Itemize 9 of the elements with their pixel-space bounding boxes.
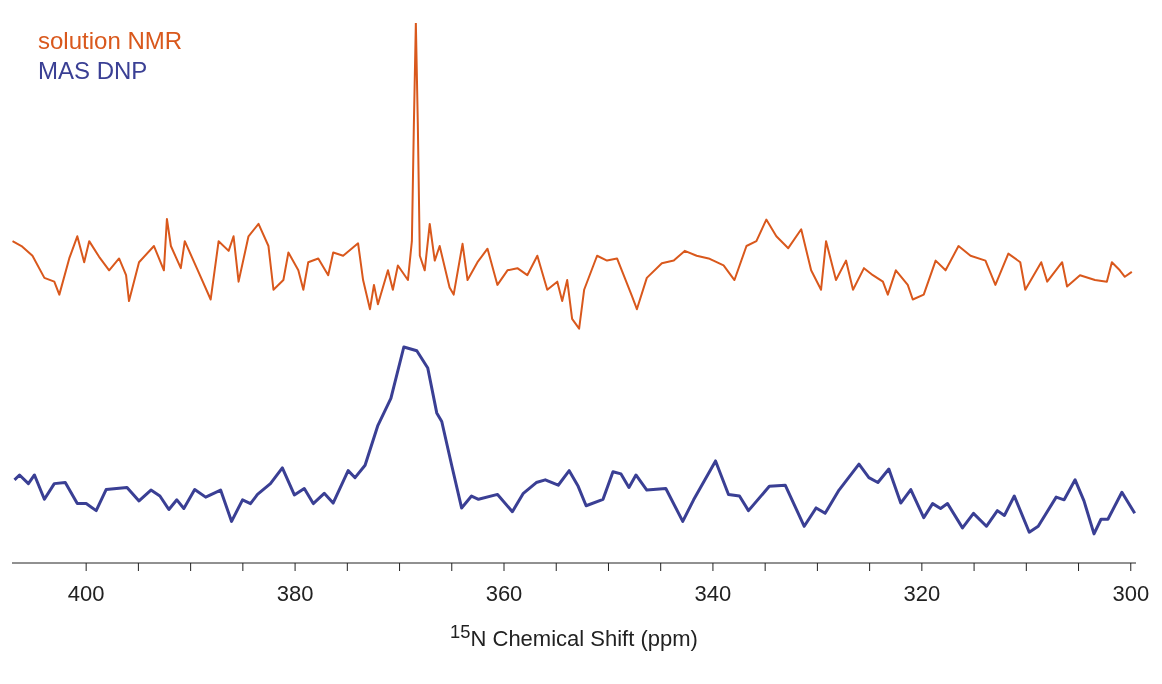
x-tick-label: 400 [67, 580, 105, 606]
x-tick-label: 300 [1112, 580, 1150, 606]
x-axis-title: $^{15}$N Chemical Shift (ppm) [449, 621, 699, 653]
x-tick-label: 360 [485, 580, 523, 606]
text: solution NMR [38, 26, 183, 56]
x-tick-label: 340 [694, 580, 732, 606]
x-tick-label: 320 [903, 580, 941, 606]
text: MAS DNP [38, 56, 149, 86]
x-tick-label: 380 [276, 580, 314, 606]
